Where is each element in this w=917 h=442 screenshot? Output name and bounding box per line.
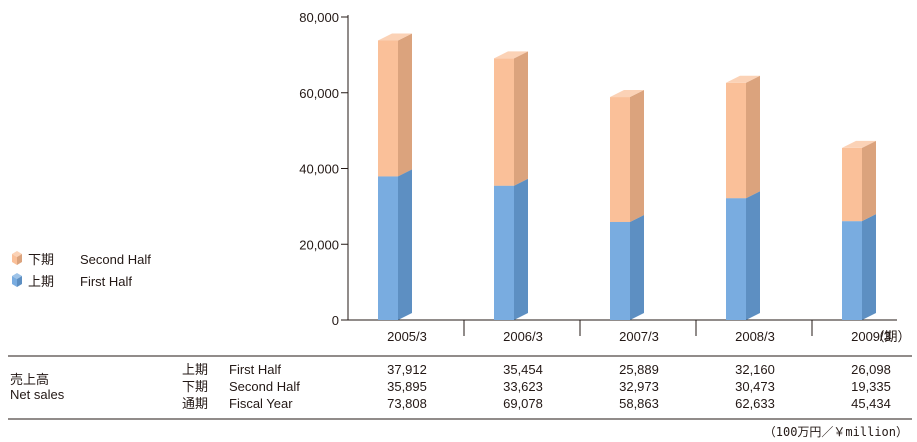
table-cell: 35,895 (387, 379, 427, 394)
x-tick-label: 2009/3 (851, 329, 891, 344)
category-labels: 2005/3 2006/3 2007/3 2008/3 2009/3（期） (387, 329, 910, 344)
bar-side (398, 169, 412, 320)
bar-segment (610, 214, 644, 320)
bar-front (610, 97, 630, 222)
bar-top (726, 75, 760, 83)
bar-side (862, 214, 876, 320)
x-tick-label: 2008/3 (735, 329, 775, 344)
row-header-jp: 売上高 (10, 372, 49, 387)
bar-front (726, 198, 746, 320)
bar-side (514, 178, 528, 320)
axes: 0 20,000 40,000 60,000 80,000 (299, 10, 897, 336)
x-tick-label: 2005/3 (387, 329, 427, 344)
row-label-en: Fiscal Year (229, 396, 293, 411)
legend-item: 上期 First Half (12, 273, 132, 289)
legend-swatch-right (17, 254, 22, 265)
legend-label-jp: 下期 (28, 252, 54, 267)
bar-front (726, 82, 746, 199)
bar-front (494, 185, 514, 320)
row-label-en: First Half (229, 362, 281, 377)
bar-segment (842, 140, 876, 222)
bar-segment (842, 214, 876, 320)
table-cell: 26,098 (851, 362, 891, 377)
bars (378, 33, 876, 320)
table-cell: 62,633 (735, 396, 775, 411)
bar-front (494, 58, 514, 186)
bar-stack-2007/3 (610, 90, 644, 320)
table-row: 下期 Second Half 35,895 33,623 32,973 30,473 19,… (182, 379, 891, 394)
table-cell: 35,454 (503, 362, 543, 377)
bar-top (610, 90, 644, 98)
row-header-en: Net sales (10, 387, 65, 402)
table-cell: 37,912 (387, 362, 427, 377)
bar-stack-2008/3 (726, 75, 760, 320)
row-label-jp: 通期 (182, 396, 208, 411)
legend-swatch-right (17, 276, 22, 287)
bar-segment (610, 90, 644, 222)
bar-top (494, 51, 528, 59)
bar-side (630, 90, 644, 222)
bar-side (630, 214, 644, 320)
bar-side (514, 51, 528, 186)
table-cell: 33,623 (503, 379, 543, 394)
row-label-jp: 下期 (182, 379, 208, 394)
table-cell: 58,863 (619, 396, 659, 411)
table-row: 通期 Fiscal Year 73,808 69,078 58,863 62,633 45,… (182, 396, 891, 411)
bar-front (842, 221, 862, 320)
bar-segment (378, 33, 412, 177)
bar-segment (378, 169, 412, 320)
table-cell: 45,434 (851, 396, 891, 411)
bar-side (862, 140, 876, 222)
bar-front (610, 221, 630, 320)
category-suffix: （期） (871, 329, 910, 344)
table-cell: 69,078 (503, 396, 543, 411)
y-tick-label: 80,000 (299, 10, 339, 25)
legend-label-en: First Half (80, 274, 132, 289)
legend-label-en: Second Half (80, 252, 151, 267)
bar-front (842, 147, 862, 222)
unit-label: （100万円／￥million） (764, 425, 908, 439)
bar-side (746, 191, 760, 320)
bar-front (378, 40, 398, 177)
bar-side (746, 75, 760, 199)
bar-segment (494, 51, 528, 186)
table-cell: 25,889 (619, 362, 659, 377)
legend-item: 下期 Second Half (12, 251, 151, 267)
table-cell: 73,808 (387, 396, 427, 411)
row-label-jp: 上期 (182, 362, 208, 377)
table-cell: 32,160 (735, 362, 775, 377)
x-tick-label: 2006/3 (503, 329, 543, 344)
bar-segment (726, 75, 760, 199)
bar-stack-2009/3 (842, 140, 876, 320)
legend-swatch-left (12, 276, 17, 287)
y-tick-label: 60,000 (299, 86, 339, 101)
bar-side (398, 33, 412, 177)
x-tick-label: 2007/3 (619, 329, 659, 344)
legend-label-jp: 上期 (28, 274, 54, 289)
y-tick-label: 40,000 (299, 162, 339, 177)
bar-segment (494, 178, 528, 320)
table-cell: 30,473 (735, 379, 775, 394)
bar-stack-2006/3 (494, 51, 528, 320)
bar-top (378, 33, 412, 41)
bar-stack-2005/3 (378, 33, 412, 320)
bar-segment (726, 191, 760, 320)
table-cell: 32,973 (619, 379, 659, 394)
y-tick-label: 20,000 (299, 237, 339, 252)
legend: 下期 Second Half 上期 First Half (12, 251, 151, 289)
y-tick-label: 0 (332, 313, 339, 328)
table-cell: 19,335 (851, 379, 891, 394)
table-row: 上期 First Half 37,912 35,454 25,889 32,160 26,0… (182, 362, 891, 377)
row-label-en: Second Half (229, 379, 300, 394)
bar-front (378, 176, 398, 320)
legend-swatch-left (12, 254, 17, 265)
bar-top (842, 140, 876, 148)
